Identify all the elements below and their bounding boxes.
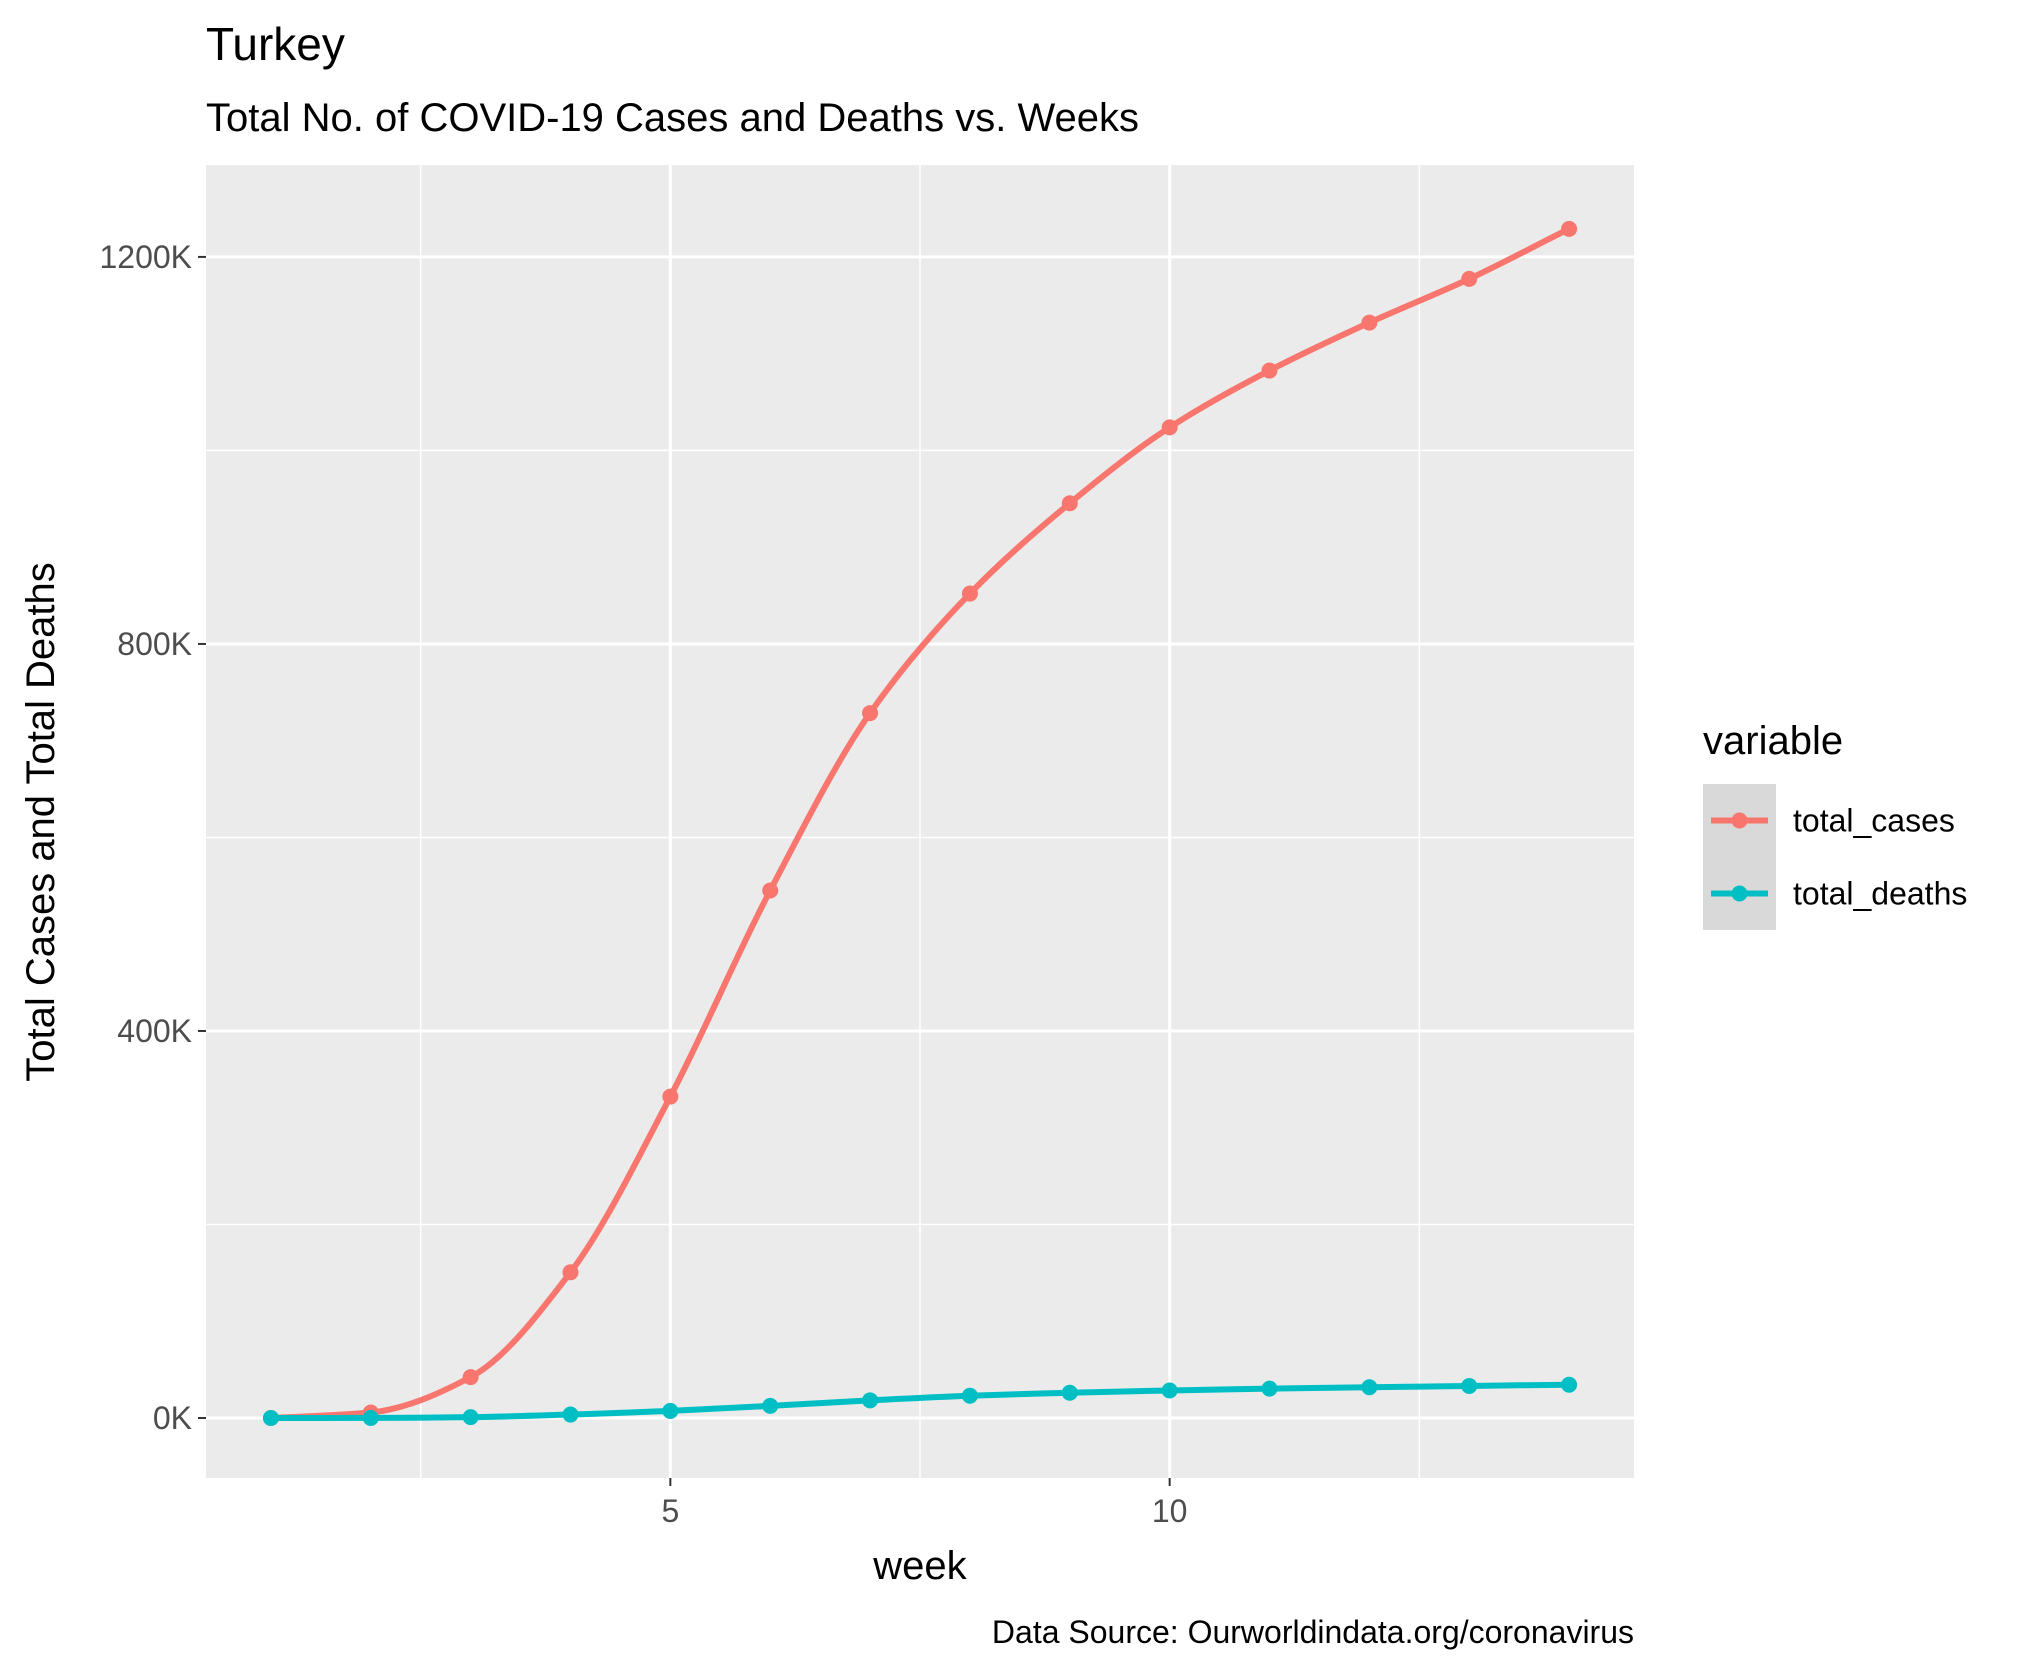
data-point-total-deaths xyxy=(662,1402,679,1419)
data-point-total-cases xyxy=(862,705,879,722)
data-point-total-cases xyxy=(961,585,978,602)
y-axis-label: Total Cases and Total Deaths xyxy=(19,562,63,1082)
y-tick-label: 0K xyxy=(153,1400,192,1436)
y-axis: 0K 400K 800K 1200K xyxy=(99,239,206,1436)
x-axis-label: week xyxy=(872,1544,967,1588)
data-point-total-deaths xyxy=(862,1392,879,1409)
data-point-total-deaths xyxy=(1461,1377,1478,1394)
legend-key-point xyxy=(1731,885,1748,902)
y-tick-label: 400K xyxy=(117,1013,192,1049)
data-point-total-cases xyxy=(1261,362,1278,379)
chart-title: Turkey xyxy=(206,18,345,70)
data-point-total-cases xyxy=(562,1264,579,1281)
data-point-total-deaths xyxy=(262,1410,279,1427)
data-point-total-deaths xyxy=(1061,1384,1078,1401)
x-tick-label: 5 xyxy=(661,1493,679,1529)
legend-key-point xyxy=(1731,812,1748,829)
data-point-total-deaths xyxy=(961,1387,978,1404)
legend-entries: total_cases total_deaths xyxy=(1711,803,1967,912)
data-point-total-deaths xyxy=(1561,1376,1578,1393)
data-point-total-cases xyxy=(1361,314,1378,331)
data-point-total-cases xyxy=(1561,220,1578,237)
y-tick-label: 1200K xyxy=(99,239,192,275)
data-point-total-deaths xyxy=(362,1409,379,1426)
series-points xyxy=(262,220,1578,1427)
chart-subtitle: Total No. of COVID-19 Cases and Deaths v… xyxy=(206,96,1139,140)
data-point-total-deaths xyxy=(1161,1382,1178,1399)
y-tick-label: 800K xyxy=(117,626,192,662)
legend-label: total_deaths xyxy=(1793,876,1967,912)
data-point-total-deaths xyxy=(462,1409,479,1426)
x-tick-label: 10 xyxy=(1152,1493,1188,1529)
x-axis: 5 10 xyxy=(661,1478,1187,1529)
data-point-total-cases xyxy=(1061,495,1078,512)
series-line-total-deaths xyxy=(267,1381,1573,1422)
data-point-total-cases xyxy=(762,882,779,899)
data-point-total-cases xyxy=(462,1369,479,1386)
data-point-total-cases xyxy=(1161,419,1178,436)
legend-key-background xyxy=(1703,784,1776,930)
data-point-total-deaths xyxy=(562,1406,579,1423)
legend: variable total_cases total_deaths xyxy=(1703,719,1967,930)
data-point-total-cases xyxy=(662,1088,679,1105)
data-point-total-deaths xyxy=(1261,1380,1278,1397)
data-point-total-deaths xyxy=(1361,1379,1378,1396)
data-point-total-deaths xyxy=(762,1397,779,1414)
data-point-total-cases xyxy=(1461,270,1478,287)
minor-gridlines xyxy=(206,165,1634,1478)
data-source-caption: Data Source: Ourworldindata.org/coronavi… xyxy=(992,1614,1634,1650)
legend-label: total_cases xyxy=(1793,803,1955,839)
legend-title: variable xyxy=(1703,719,1843,763)
